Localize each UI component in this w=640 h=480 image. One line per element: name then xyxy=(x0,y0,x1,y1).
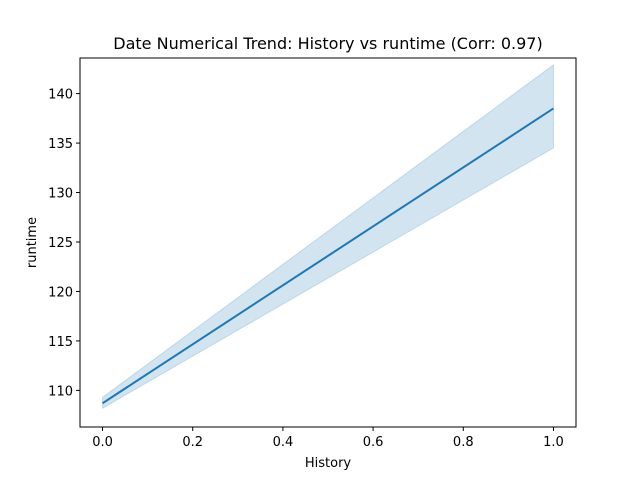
series-line xyxy=(102,107,554,405)
y-tick-label: 110 xyxy=(48,384,73,399)
y-tick-label: 120 xyxy=(48,285,73,300)
x-tick-label: 0.4 xyxy=(273,435,294,450)
x-tick-label: 0.0 xyxy=(92,435,113,450)
y-tick-label: 125 xyxy=(48,236,73,251)
chart-title: Date Numerical Trend: History vs runtime… xyxy=(113,34,542,53)
x-tick-label: 0.8 xyxy=(453,435,474,450)
series-line-layer xyxy=(102,107,554,405)
x-tick-label: 0.6 xyxy=(363,435,384,450)
x-tick-label: 1.0 xyxy=(543,435,564,450)
y-axis-label: runtime xyxy=(25,217,40,268)
x-tick-label: 0.2 xyxy=(182,435,203,450)
y-tick-label: 140 xyxy=(48,88,73,103)
x-axis-label: History xyxy=(305,456,352,471)
y-tick-label: 115 xyxy=(48,335,73,350)
confidence-band xyxy=(102,63,554,410)
x-axis-ticks: 0.0 0.2 0.4 0.6 0.8 1.0 xyxy=(92,427,564,450)
y-tick-label: 135 xyxy=(48,137,73,152)
confidence-band-layer xyxy=(102,63,554,410)
y-axis-ticks: 110 115 120 125 130 135 140 xyxy=(48,88,80,399)
y-tick-label: 130 xyxy=(48,187,73,202)
